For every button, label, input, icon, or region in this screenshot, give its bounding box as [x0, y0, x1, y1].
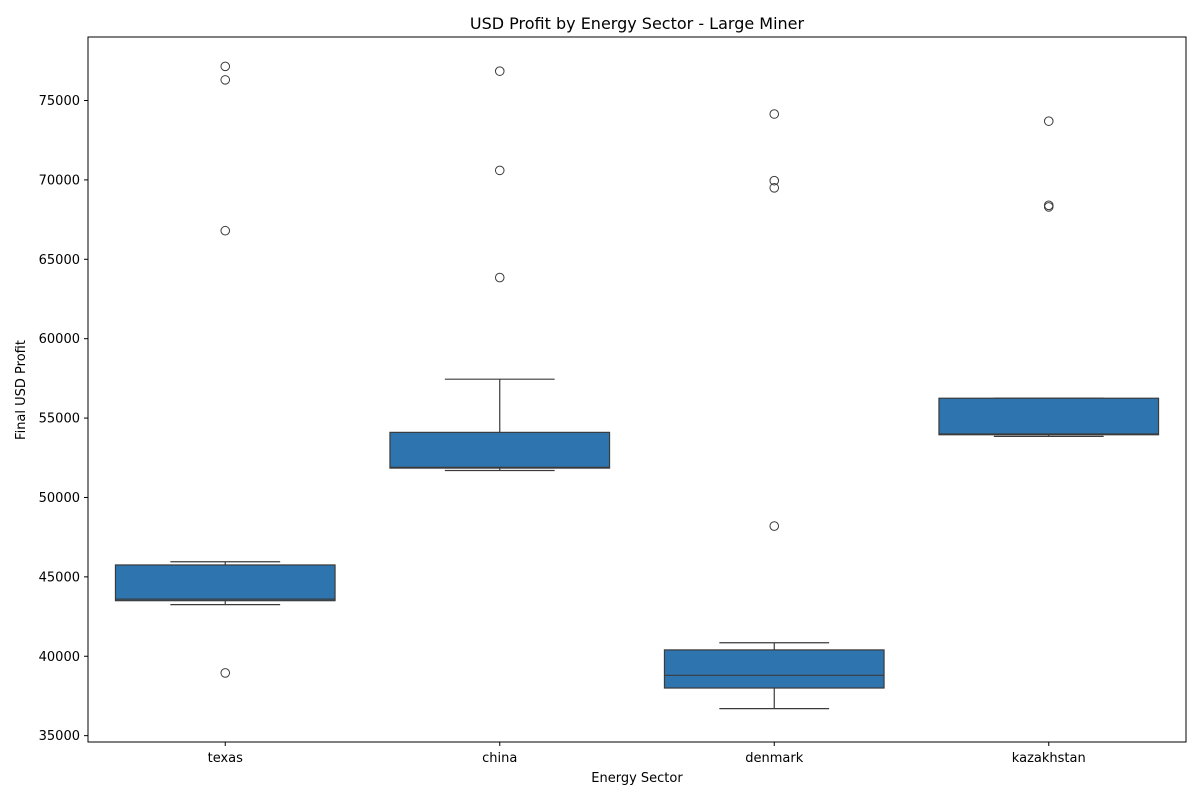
outlier-point	[769, 183, 780, 193]
box-texas	[114, 564, 336, 602]
x-tick-label: denmark	[745, 751, 803, 766]
y-axis-label: Final USD Profit	[14, 340, 29, 440]
box-denmark	[663, 649, 885, 689]
x-tick-label: kazakhstan	[1012, 751, 1086, 766]
x-tick-label: china	[482, 751, 517, 766]
chart-title: USD Profit by Energy Sector - Large Mine…	[470, 14, 805, 33]
outlier-point	[494, 272, 505, 283]
outlier-point	[220, 75, 231, 85]
y-tick-label: 35000	[39, 729, 80, 744]
outlier-point	[494, 165, 505, 176]
box-china	[389, 431, 611, 469]
y-tick-label: 75000	[39, 94, 80, 109]
outlier-point	[1043, 116, 1054, 126]
plot-area: 35000 40000 45000 50000 55000 60000 65000 70000…	[39, 36, 1187, 766]
outlier-point	[769, 109, 780, 119]
outlier-point	[220, 668, 231, 678]
box-kazakhstan	[938, 397, 1160, 436]
outlier-point	[1043, 200, 1054, 211]
y-tick-label: 70000	[39, 173, 80, 188]
outlier-point	[769, 175, 780, 186]
x-axis-label: Energy Sector	[591, 771, 683, 786]
x-tick-label: texas	[208, 751, 244, 766]
outlier-point	[769, 521, 780, 531]
y-tick-label: 55000	[39, 412, 80, 427]
outlier-point	[220, 225, 231, 236]
y-tick-label: 45000	[39, 570, 80, 585]
y-tick-label: 40000	[39, 650, 80, 665]
y-tick-label: 60000	[39, 332, 80, 347]
outlier-point	[220, 61, 231, 72]
y-tick-label: 50000	[39, 491, 80, 506]
plot-frame	[87, 36, 1187, 743]
outlier-point	[494, 66, 505, 76]
y-tick-label: 65000	[39, 253, 80, 268]
